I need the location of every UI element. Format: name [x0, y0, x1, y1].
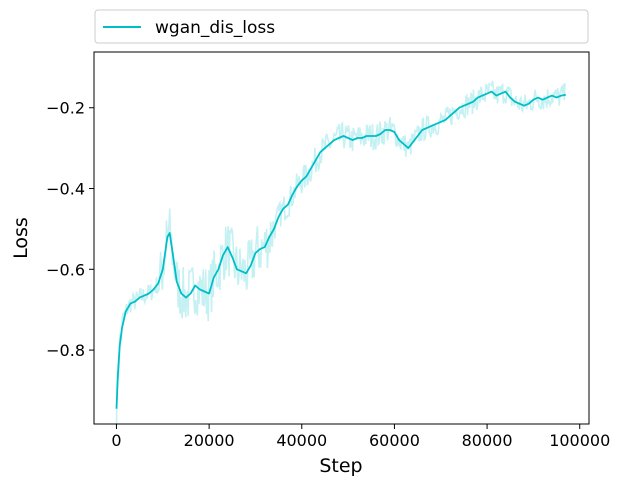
series-line-wgan-dis-loss: [115, 90, 566, 409]
plot-frame: [93, 51, 590, 425]
x-tick-label: 80000: [462, 431, 513, 450]
y-tick-label: −0.8: [46, 341, 85, 360]
x-tick-label: 0: [111, 431, 121, 450]
legend-frame: [94, 9, 589, 44]
y-axis-label: Loss: [10, 217, 32, 259]
legend: wgan_dis_loss: [94, 9, 589, 44]
smoothed-series-layer: [115, 90, 566, 409]
x-tick-label: 60000: [369, 431, 420, 450]
y-tick-label: −0.2: [46, 99, 85, 118]
legend-label-wgan-dis-loss: wgan_dis_loss: [155, 18, 275, 38]
y-tick-label: −0.6: [46, 260, 85, 279]
x-tick-label: 40000: [276, 431, 327, 450]
series-line-wgan-dis-loss-raw: [115, 80, 566, 425]
x-axis-ticks: 0 20000 40000 60000 80000 100000: [111, 424, 610, 450]
y-axis-ticks: −0.8 −0.6 −0.4 −0.2: [46, 99, 94, 360]
x-tick-label: 100000: [549, 431, 610, 450]
raw-series-layer: [115, 80, 566, 425]
y-tick-label: −0.4: [46, 180, 85, 199]
x-tick-label: 20000: [184, 431, 235, 450]
x-axis-label: Step: [319, 455, 362, 477]
